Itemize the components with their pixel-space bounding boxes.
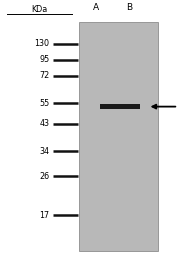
Text: 17: 17 (39, 211, 50, 220)
Text: 26: 26 (39, 172, 50, 181)
Text: A: A (93, 3, 99, 12)
Text: 130: 130 (35, 39, 50, 48)
Text: B: B (127, 3, 133, 12)
Text: 72: 72 (39, 71, 50, 80)
Text: 34: 34 (39, 147, 50, 156)
Bar (79, 22, 158, 251)
Bar (100, 104, 140, 109)
Text: KDa: KDa (31, 5, 48, 14)
Text: 95: 95 (39, 55, 50, 64)
Text: 55: 55 (39, 99, 50, 108)
Text: 43: 43 (39, 119, 50, 128)
